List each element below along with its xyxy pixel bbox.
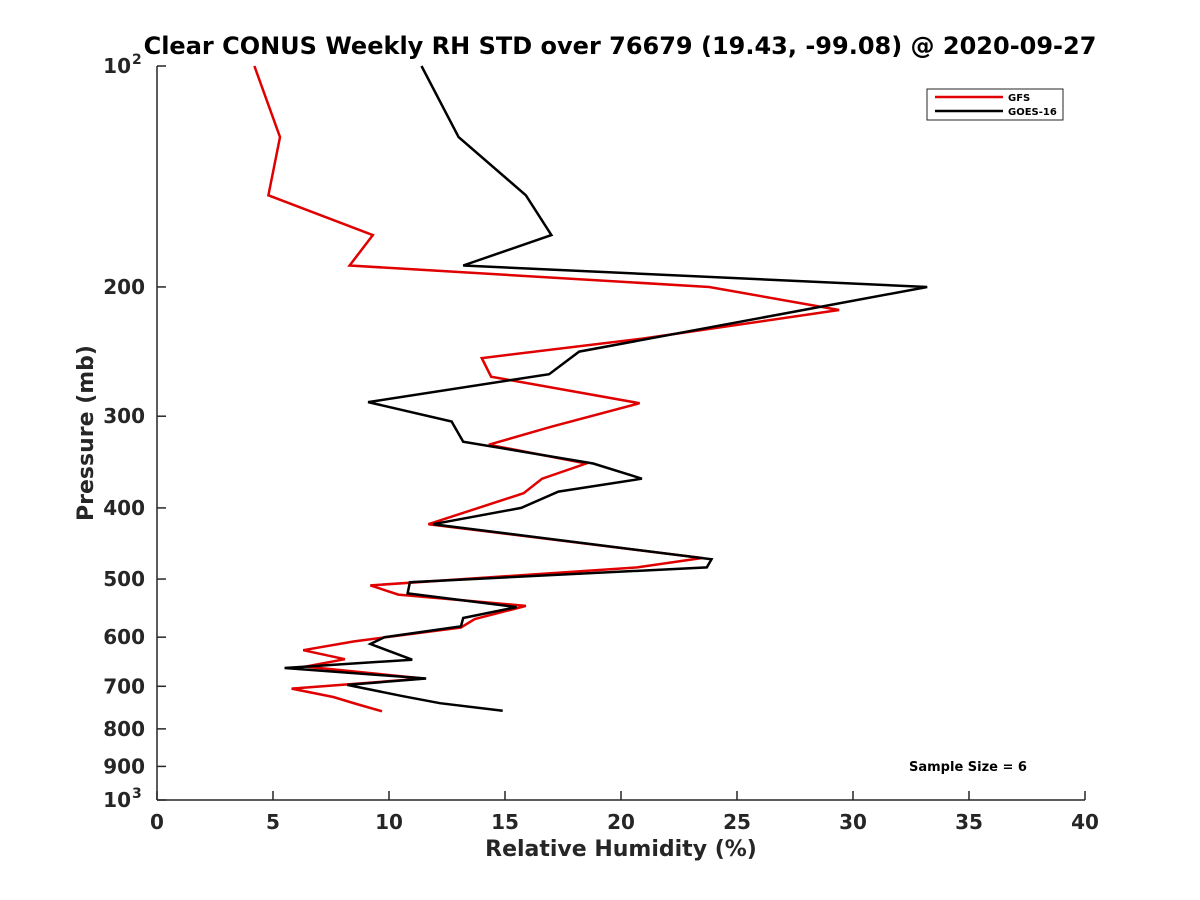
series-line-goes-16 bbox=[284, 65, 928, 713]
x-tick-label: 35 bbox=[955, 810, 983, 834]
y-tick-label-exponent: 2 bbox=[132, 52, 142, 68]
legend-box bbox=[926, 88, 1064, 121]
x-tick-label: 20 bbox=[607, 810, 635, 834]
series-line-gfs bbox=[253, 65, 840, 713]
x-tick-label: 15 bbox=[491, 810, 519, 834]
y-tick-label: 10 bbox=[103, 54, 131, 78]
x-tick-label: 40 bbox=[1071, 810, 1099, 834]
y-axis-label: Pressure (mb) bbox=[74, 345, 99, 521]
y-tick-label: 800 bbox=[103, 717, 145, 741]
sample-size-annotation: Sample Size = 6 bbox=[909, 760, 1027, 775]
legend: GFS GOES-16 bbox=[926, 88, 1064, 121]
y-tick-label: 300 bbox=[103, 404, 145, 428]
y-tick-label: 500 bbox=[103, 567, 145, 591]
y-tick-label: 900 bbox=[103, 754, 145, 778]
y-tick-label-exponent: 3 bbox=[132, 786, 142, 802]
y-tick-label: 700 bbox=[103, 674, 145, 698]
legend-label-gfs: GFS bbox=[1008, 93, 1030, 104]
x-axis-ticks: 0 5 10 15 20 25 30 35 40 bbox=[150, 791, 1099, 834]
x-tick-label: 0 bbox=[150, 810, 164, 834]
x-tick-label: 10 bbox=[375, 810, 403, 834]
plot-background bbox=[157, 66, 1085, 800]
x-axis-label: Relative Humidity (%) bbox=[485, 837, 757, 862]
x-tick-label: 5 bbox=[266, 810, 280, 834]
chart-title: Clear CONUS Weekly RH STD over 76679 (19… bbox=[144, 32, 1097, 60]
x-tick-label: 30 bbox=[839, 810, 867, 834]
legend-label-goes16: GOES-16 bbox=[1008, 107, 1057, 118]
plot-area bbox=[156, 65, 1085, 801]
x-tick-label: 25 bbox=[723, 810, 751, 834]
y-tick-label: 200 bbox=[103, 275, 145, 299]
y-tick-label: 10 bbox=[103, 788, 131, 812]
y-tick-label: 600 bbox=[103, 625, 145, 649]
y-tick-label: 400 bbox=[103, 496, 145, 520]
series-layer bbox=[253, 65, 928, 713]
